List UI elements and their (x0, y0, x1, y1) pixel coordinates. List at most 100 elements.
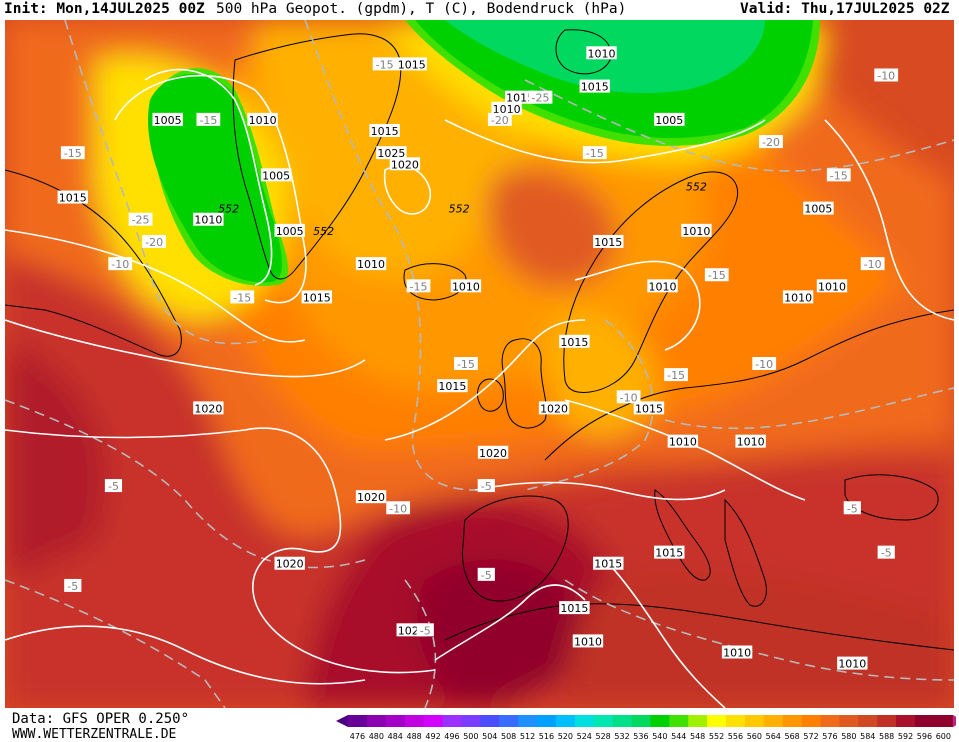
isotherm-label-text: -5 (881, 547, 892, 560)
legend-swatch (726, 715, 746, 727)
isobar-label: 1010 (735, 434, 766, 449)
legend-swatch (820, 715, 840, 727)
legend-swatch (423, 715, 443, 727)
isobar-label-box (667, 434, 699, 448)
isobar-label-box (376, 146, 407, 160)
isobar-label: 1015 (504, 90, 536, 105)
isobar-label-text: 1010 (649, 280, 677, 293)
legend-arrow-right (952, 715, 956, 727)
isobar-label-box (681, 223, 712, 237)
isobar-label-box (260, 168, 292, 182)
isobar-label: 1015 (437, 379, 468, 393)
isotherm-label: -10 (386, 501, 411, 515)
isobar-label-box (389, 157, 421, 171)
isobar-label: 1015 (579, 79, 610, 94)
isotherm-label-text: -15 (708, 269, 726, 282)
isotherm-label-box (386, 501, 411, 515)
isotherm-label-text: -5 (108, 480, 119, 493)
isotherm-label-text: -15 (457, 358, 475, 371)
isotherm-label-box (826, 168, 851, 182)
isobar-label-text: 1015 (594, 236, 622, 249)
isobar-label-text: 1010 (784, 291, 812, 304)
isobar-label-text: 1010 (838, 658, 866, 671)
isotherm-label-box (877, 545, 895, 559)
isotherm-label-text: -10 (755, 358, 773, 371)
isobar-label-box (355, 490, 387, 504)
isotherm-label-text: -15 (64, 147, 82, 160)
legend-tick-label: 516 (539, 732, 554, 741)
isobar-label-text: 1010 (723, 647, 751, 660)
isobar-label-text: 1010 (357, 258, 385, 271)
isotherm-label: -15 (582, 146, 607, 160)
isotherm-label-box (372, 57, 397, 71)
isobar-label: 1005 (654, 112, 685, 127)
data-source-label: Data: GFS OPER 0.250° (12, 711, 190, 727)
isobar-label-text: 1005 (276, 225, 304, 238)
isobar-label-text: 1005 (804, 203, 832, 216)
isobar-label: 1015 (654, 545, 685, 560)
isotherm-label: -15 (372, 57, 397, 71)
geopotential-label-text: 552 (218, 203, 239, 216)
legend-tick-label: 580 (841, 732, 856, 741)
isobar-label-box (586, 46, 617, 60)
geopotential-label-text: 552 (686, 180, 707, 193)
isotherm-label-text: -20 (145, 236, 163, 249)
isotherm-label-text: -15 (830, 169, 848, 182)
isotherm-label-box (664, 368, 688, 382)
legend-tick-label: 504 (482, 732, 497, 741)
isobar-label-box (593, 556, 624, 570)
isotherm-label-text: -10 (877, 69, 895, 82)
isobar-label: 1020 (389, 157, 421, 171)
isobar-label: 1005 (803, 201, 834, 216)
isobar-label: 1015 (369, 123, 400, 138)
isobar-label: 1015 (593, 234, 624, 249)
isotherm-label: -15 (196, 112, 221, 127)
chart-footer: Data: GFS OPER 0.250° WWW.WETTERZENTRALE… (0, 708, 959, 742)
isotherm-label-box (454, 357, 478, 370)
geopotential-label: 552 (313, 225, 334, 238)
legend-swatch (442, 715, 462, 727)
isobar-label-box (654, 545, 685, 559)
geopotential-label: 552 (449, 203, 470, 216)
isotherm-label: -25 (128, 212, 153, 227)
isobar-label-text: 1015 (398, 58, 426, 71)
isobar-label: 1010 (837, 656, 868, 671)
isobar-label: 1025 (376, 146, 407, 160)
isotherm-label: -10 (108, 257, 133, 271)
isobar-label-text: 1005 (262, 169, 290, 182)
isobar-label-box (593, 234, 624, 248)
isotherm-label-text: -15 (667, 369, 685, 382)
isotherm-label: -5 (64, 578, 82, 593)
isobar-label-box (193, 401, 224, 415)
geopotential-label: 552 (218, 203, 239, 216)
legend-tick-label: 600 (936, 732, 951, 741)
legend-swatch (499, 715, 519, 727)
isotherm-label-box (752, 357, 777, 370)
isobar-label-box (491, 101, 522, 115)
legend-swatch (744, 715, 765, 727)
init-time-label: Init: Mon,14JUL2025 00Z (4, 1, 205, 17)
isotherm-label-box (128, 212, 153, 226)
isotherm-label-box (477, 479, 495, 493)
isobar-label-text: 1015 (581, 81, 609, 94)
isobar-label: 1010 (247, 112, 278, 127)
isotherm-label-box (860, 257, 885, 271)
legend-tick-label: 596 (917, 732, 932, 741)
isobar-label-box (504, 90, 536, 104)
isotherm-label-text: -5 (420, 624, 431, 637)
isotherm-label-text: -25 (532, 92, 550, 105)
isobar-label-box (559, 334, 590, 348)
isobar-label: 1010 (721, 645, 753, 660)
isotherm-label: -5 (416, 623, 434, 637)
isobar-label-box (633, 401, 665, 415)
legend-tick-label: 488 (407, 732, 422, 741)
legend-tick-label: 536 (633, 732, 648, 741)
legend-swatch (801, 715, 821, 727)
isobar-label-box (274, 223, 305, 237)
isotherm-label-box (416, 623, 434, 637)
legend-tick-label: 476 (350, 732, 365, 741)
legend-swatch (877, 715, 897, 727)
website-label: WWW.WETTERZENTRALE.DE (12, 727, 177, 742)
legend-tick-label: 568 (785, 732, 800, 741)
isotherm-label-text: -5 (481, 569, 492, 582)
